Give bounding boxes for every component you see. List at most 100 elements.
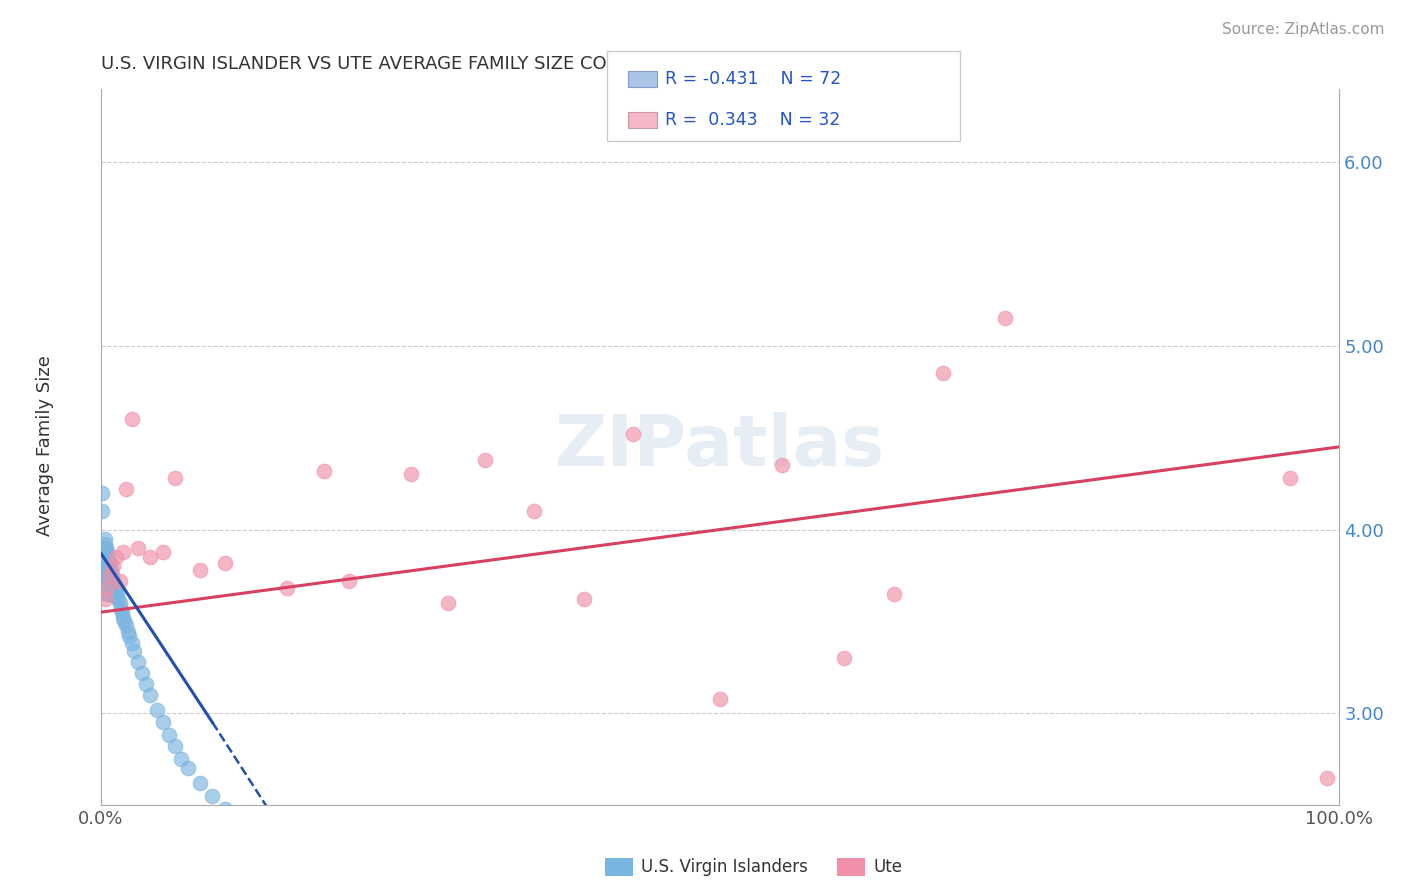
Point [93,563,115,577]
Point [883,587,905,601]
Point [97,577,120,591]
Point [165,739,187,754]
Point [523,504,546,518]
Point [214,802,236,816]
Point [1278,471,1301,485]
Point [111,605,134,619]
Text: Average Family Size: Average Family Size [37,356,53,536]
Point [98,574,121,588]
Point [1316,771,1339,785]
Point [96,582,118,596]
Point [93,574,115,588]
Point [100,563,122,577]
Point [101,577,124,591]
Point [94,587,117,601]
Point [176,761,198,775]
Point [139,688,162,702]
Point [103,574,125,588]
Point [124,644,146,658]
Point [94,574,117,588]
Point [93,550,115,565]
Point [994,311,1017,326]
Point [110,601,132,615]
Point [165,471,187,485]
Point [93,559,115,574]
Point [93,544,115,558]
Point [94,568,117,582]
Point [188,776,211,790]
Point [96,554,118,568]
Point [932,367,955,381]
Text: R = -0.431    N = 72: R = -0.431 N = 72 [665,70,841,88]
Point [239,816,262,830]
Point [114,615,136,629]
Point [93,592,115,607]
Point [436,596,458,610]
Point [337,574,360,588]
Point [98,568,121,582]
Point [188,563,211,577]
Point [101,568,124,582]
Point [770,458,793,473]
Point [104,582,127,596]
Point [96,563,118,577]
Point [108,596,131,610]
Point [112,544,135,558]
Point [170,752,193,766]
Point [97,550,120,565]
Text: U.S. VIRGIN ISLANDER VS UTE AVERAGE FAMILY SIZE CORRELATION CHART: U.S. VIRGIN ISLANDER VS UTE AVERAGE FAMI… [101,55,775,73]
Point [93,582,115,596]
Point [103,587,125,601]
Point [94,582,117,596]
Point [105,587,128,601]
Text: U.S. Virgin Islanders: U.S. Virgin Islanders [641,858,808,876]
Point [97,559,120,574]
Point [114,618,136,632]
Point [114,482,136,496]
Point [93,568,115,582]
Point [157,728,180,742]
Point [312,464,335,478]
Point [832,651,855,665]
Point [97,587,120,601]
Point [96,572,118,586]
Point [135,677,157,691]
Point [94,559,117,574]
Point [98,583,121,598]
Point [121,412,143,426]
Point [94,541,117,555]
Point [91,485,114,500]
Point [96,544,118,558]
Point [93,537,115,551]
Point [93,541,115,555]
Point [104,550,127,565]
Text: Ute: Ute [873,858,903,876]
Point [97,568,120,582]
Point [91,504,114,518]
Point [127,541,149,555]
Text: ZIPatlas: ZIPatlas [555,412,886,482]
Point [118,629,141,643]
Point [276,582,298,596]
Point [98,565,121,579]
Point [103,559,125,574]
Point [94,550,117,565]
Point [117,625,139,640]
Point [572,592,595,607]
Point [98,556,121,570]
Point [100,572,122,586]
Point [131,665,153,680]
Point [139,550,162,565]
Point [127,655,149,669]
Point [145,702,167,716]
Point [93,556,115,570]
Point [112,610,135,624]
Point [201,789,224,803]
Point [103,583,125,598]
Point [96,582,118,596]
Point [623,427,645,442]
Point [108,574,131,588]
Point [93,550,115,565]
Point [709,691,731,706]
Point [474,452,496,467]
